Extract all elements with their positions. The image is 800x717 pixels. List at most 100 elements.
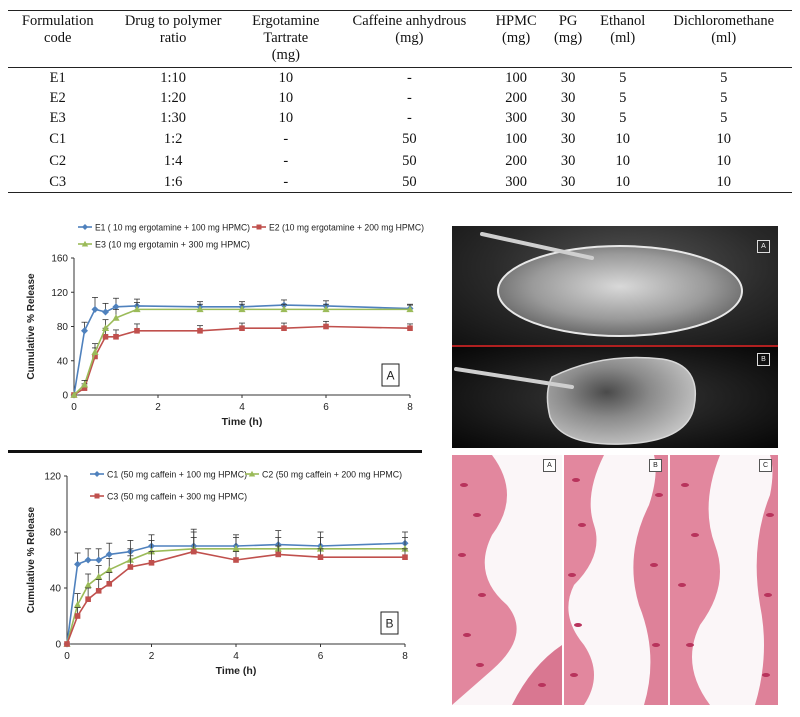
table-cell: C3	[49, 174, 67, 190]
column-header-line: PG	[558, 13, 578, 29]
histology-a-label: A	[543, 459, 556, 472]
table-cell: 50	[402, 153, 417, 169]
legend-entry: E1 ( 10 mg ergotamine + 100 mg HPMC)	[95, 223, 250, 233]
data-point	[81, 327, 88, 335]
film-photos: A B	[452, 226, 778, 448]
column-header-line: (ml)	[711, 30, 737, 46]
data-point	[102, 333, 109, 340]
tissue-a-lower	[512, 645, 562, 705]
x-tick-label: 8	[402, 651, 408, 662]
data-point	[239, 325, 245, 332]
table-cell: -	[283, 131, 289, 147]
y-tick-label: 120	[51, 288, 68, 299]
data-point	[64, 641, 70, 647]
y-tick-label: 0	[55, 640, 61, 651]
column-header-line: Dichloromethane	[673, 13, 775, 29]
data-point	[112, 314, 120, 321]
data-point	[322, 305, 330, 313]
data-point	[112, 303, 120, 311]
table-cell: 10	[716, 153, 731, 169]
y-tick-label: 40	[50, 584, 62, 595]
table-cell: C2	[49, 153, 67, 169]
panel-label: B	[385, 617, 393, 631]
data-point	[280, 305, 288, 313]
data-point	[134, 327, 140, 334]
table-cell: -	[406, 90, 412, 106]
data-point	[406, 305, 414, 313]
y-tick-label: 40	[57, 356, 69, 367]
column-header-line: Tartrate	[263, 30, 309, 46]
column-header: Ergotamine Tartrate (mg)	[239, 11, 333, 68]
column-header: Formulation code	[8, 11, 107, 68]
column-header-line: (mg)	[502, 30, 531, 46]
column-header: Drug to polymer ratio	[107, 11, 238, 68]
data-point	[190, 548, 197, 555]
table-header: Formulation code Drug to polymer ratio Ergot…	[8, 10, 792, 68]
data-point	[81, 385, 88, 391]
x-tick-label: 6	[323, 402, 329, 413]
legend-entry: C1 (50 mg caffein + 100 mg HPMC)	[107, 470, 247, 480]
table-cell: 50	[402, 131, 417, 147]
nuclei-b	[568, 478, 663, 677]
table-cell: 200	[505, 90, 527, 106]
series-line	[66, 548, 405, 645]
data-point	[106, 581, 113, 587]
table-body: E1 1:10 10 - 100 30 5 5 E2 1:20 10 - 200 30 5 5 E3 1:30 10…	[8, 68, 792, 193]
table-cell: 10	[716, 174, 731, 190]
series-line	[73, 308, 410, 396]
data-point	[101, 324, 110, 332]
table-cell: 30	[560, 70, 576, 86]
table-cell: 30	[560, 90, 576, 106]
column-header-line: (mg)	[271, 47, 300, 63]
data-point	[70, 391, 78, 398]
x-tick-label: 4	[239, 402, 245, 413]
table-row: E3 1:30 10 - 300 30 5 5	[8, 108, 792, 128]
photo-separator	[452, 345, 778, 347]
table-cell: 50	[402, 174, 417, 190]
legend-marker	[256, 224, 262, 230]
table-cell: 5	[619, 110, 627, 126]
table-cell: 1:2	[163, 131, 183, 147]
data-point	[148, 560, 155, 566]
legend-marker	[248, 470, 256, 477]
legend-marker	[82, 224, 88, 230]
forceps-a	[480, 232, 594, 260]
column-header-line: HPMC	[495, 13, 537, 29]
table-cell: 5	[720, 70, 728, 86]
film-photo-a: A	[452, 226, 778, 345]
legend-entry: C3 (50 mg caffein + 300 mg HPMC)	[107, 492, 247, 502]
header-row: Formulation code Drug to polymer ratio Ergot…	[8, 10, 792, 68]
table-row: E2 1:20 10 - 200 30 5 5	[8, 88, 792, 108]
table-cell: E2	[49, 90, 66, 106]
data-point	[74, 613, 81, 619]
data-point	[281, 325, 287, 332]
table-cell: -	[406, 70, 412, 86]
chart-divider	[8, 450, 422, 453]
column-header: Dichloromethane (ml)	[655, 11, 792, 68]
data-point	[275, 551, 282, 558]
table-cell: 1:10	[160, 70, 187, 86]
table-cell: 5	[720, 110, 728, 126]
table-cell: 10	[278, 110, 294, 126]
tissue-c	[670, 455, 720, 705]
column-header-line: ratio	[159, 30, 187, 46]
table-cell: 30	[560, 131, 576, 147]
x-axis-label: Time (h)	[222, 416, 263, 428]
column-header-line: (mg)	[554, 30, 583, 46]
histology-panel-c: C	[670, 455, 778, 705]
y-tick-label: 80	[50, 528, 62, 539]
table-cell: 100	[505, 131, 527, 147]
table-cell: -	[283, 153, 289, 169]
table-cell: 10	[278, 70, 294, 86]
panel-label-box	[380, 611, 399, 635]
table-cell: C1	[49, 131, 67, 147]
histology-b-drawing	[564, 455, 668, 705]
panel-label: A	[386, 369, 394, 383]
data-point	[73, 601, 82, 608]
data-point	[102, 308, 109, 316]
table-cell: 30	[560, 174, 576, 190]
data-point	[92, 353, 98, 360]
histology-c-drawing	[670, 455, 778, 705]
table-cell: 1:30	[160, 110, 187, 126]
x-tick-label: 8	[407, 402, 413, 413]
